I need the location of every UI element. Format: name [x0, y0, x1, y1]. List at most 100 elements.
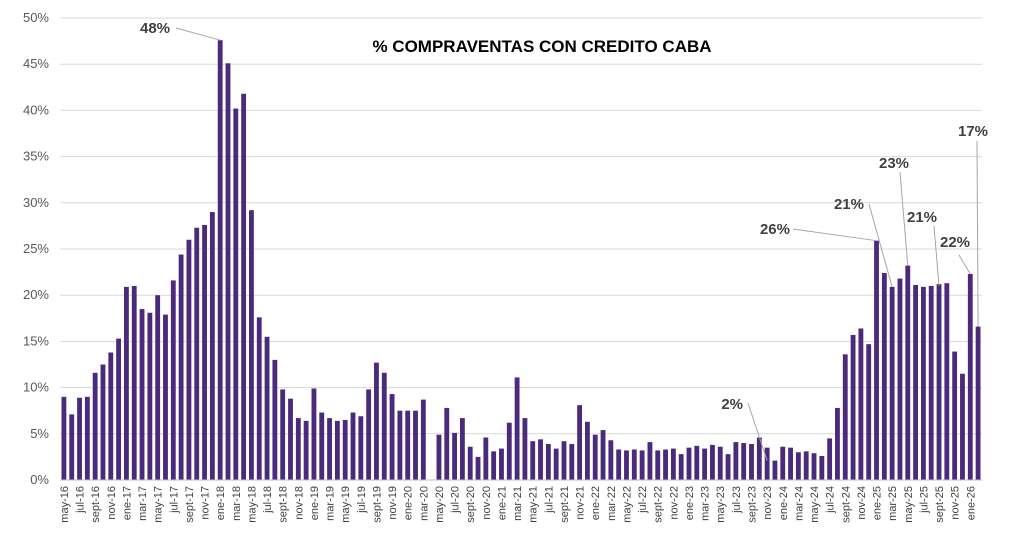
x-tick-label: may-25	[903, 486, 915, 523]
bar-mar-17	[139, 309, 145, 480]
annotation-leader-sept-25	[933, 225, 940, 287]
x-tick-label: mar-21	[512, 486, 524, 521]
x-tick-label: may-24	[809, 486, 821, 523]
bar-dic-22	[678, 454, 684, 480]
bar-jul-20	[452, 432, 458, 480]
x-tick-label: may-20	[434, 486, 446, 523]
bars	[61, 40, 981, 481]
bar-ago-25	[928, 285, 934, 480]
bar-jul-16	[77, 397, 82, 480]
bar-nov-23	[764, 447, 770, 480]
bar-mar-19	[327, 418, 332, 480]
bar-may-16	[61, 396, 67, 480]
bar-oct-22	[663, 449, 668, 480]
bar-dic-23	[772, 460, 778, 480]
bar-jul-17	[170, 280, 176, 480]
bar-feb-17	[131, 285, 137, 480]
x-tick-label: nov-19	[387, 486, 399, 520]
x-tick-label: mar-25	[887, 486, 899, 521]
x-tick-label: sept-20	[465, 486, 477, 523]
x-tick-label: nov-24	[856, 486, 868, 520]
bar-feb-21	[506, 422, 512, 480]
bar-nov-20	[483, 437, 489, 480]
bar-abr-21	[522, 418, 528, 480]
x-tick-label: nov-20	[481, 486, 493, 520]
bar-may-24	[811, 453, 817, 480]
bar-ago-20	[459, 418, 465, 480]
y-tick-label: 50%	[23, 10, 49, 25]
bar-may-20	[436, 434, 442, 480]
annotation-label-ene-18: 48%	[140, 20, 170, 37]
x-tick-label: mar-22	[606, 486, 618, 521]
x-tick-label: jul-16	[75, 486, 87, 514]
x-tick-label: may-23	[715, 486, 727, 523]
bar-feb-22	[600, 430, 606, 480]
y-tick-label: 10%	[23, 380, 49, 395]
bar-ene-19	[311, 388, 317, 480]
bar-abr-24	[803, 451, 809, 480]
bar-mar-20	[420, 399, 426, 480]
bar-may-23	[717, 446, 723, 480]
x-tick-label: may-16	[59, 486, 71, 523]
bar-ago-22	[647, 442, 653, 480]
bar-ene-22	[592, 434, 598, 480]
bar-oct-21	[569, 443, 575, 480]
bar-oct-20	[475, 456, 481, 480]
x-tick-label: may-18	[246, 486, 258, 523]
bar-oct-24	[850, 334, 856, 480]
bar-oct-16	[100, 364, 106, 480]
annotation-label-may-25: 23%	[879, 155, 909, 172]
bar-ago-24	[835, 407, 840, 480]
bar-jul-24	[827, 438, 833, 480]
x-tick-label: jul-20	[450, 486, 462, 514]
bar-abr-18	[241, 93, 247, 480]
bar-ago-19	[366, 389, 372, 480]
bar-nov-16	[108, 352, 114, 480]
x-tick-label: ene-19	[309, 486, 321, 520]
x-tick-label: jul-18	[262, 486, 274, 514]
chart-title: % COMPRAVENTAS CON CREDITO CABA	[372, 37, 711, 56]
y-tick-label: 45%	[23, 56, 49, 71]
y-tick-label: 20%	[23, 287, 49, 302]
x-tick-label: sept-16	[90, 486, 102, 523]
bar-jun-20	[444, 407, 450, 480]
y-tick-label: 5%	[30, 426, 49, 441]
bar-dic-25	[960, 373, 965, 480]
bar-ene-17	[123, 286, 129, 480]
bar-jul-22	[639, 450, 645, 480]
y-tick-label: 30%	[23, 195, 49, 210]
bar-feb-25	[881, 273, 887, 480]
annotation-label-ene-25: 26%	[760, 221, 790, 238]
x-tick-label: mar-19	[325, 486, 337, 521]
bar-may-17	[155, 295, 161, 480]
bar-mar-23	[702, 448, 708, 480]
bar-oct-25	[944, 283, 950, 480]
bar-ago-21	[553, 448, 559, 480]
annotation-leader-ene-18	[175, 27, 221, 41]
bar-sept-20	[467, 446, 473, 480]
x-tick-label: jul-25	[918, 486, 930, 514]
bar-jun-23	[725, 454, 731, 480]
bar-ago-23	[741, 443, 747, 480]
bar-may-18	[249, 210, 254, 480]
bar-sept-18	[280, 389, 286, 480]
bar-abr-19	[334, 420, 340, 480]
bar-sept-16	[92, 372, 98, 480]
x-tick-label: sept-23	[747, 486, 759, 523]
bar-may-25	[905, 265, 911, 480]
y-tick-label: 40%	[23, 102, 49, 117]
bar-jul-18	[264, 336, 270, 480]
bar-abr-25	[897, 278, 903, 480]
bar-dic-16	[116, 338, 122, 480]
x-tick-label: sept-19	[371, 486, 383, 523]
bar-dic-24	[866, 344, 872, 480]
x-tick-label: mar-18	[231, 486, 243, 521]
bar-sept-24	[842, 354, 848, 480]
y-tick-label: 25%	[23, 241, 49, 256]
annotation-leader-ene-26	[958, 254, 971, 275]
bar-jul-21	[545, 443, 551, 480]
x-tick-label: ene-21	[496, 486, 508, 520]
x-tick-label: sept-17	[184, 486, 196, 523]
x-tick-label: ene-18	[215, 486, 227, 520]
